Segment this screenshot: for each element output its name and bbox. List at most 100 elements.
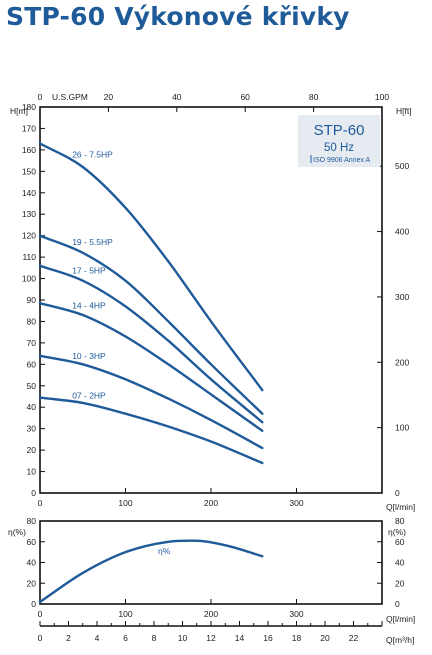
head-curve-plot: 0 10 20 30 40 50 60 70 80 90 100 110 120 130 140 150 160… [10,92,415,512]
m3h-tick-label: 22 [349,633,359,643]
y-tick-label: 90 [27,295,37,305]
curve-label: 26 - 7.5HP [72,149,113,159]
y-tick-label: 20 [27,445,37,455]
legend-model: STP-60 [314,122,365,139]
efficiency-curve: η% [38,539,264,604]
y-tick-label: 0 [31,488,36,498]
efficiency-axis-label: η(%) [8,527,26,537]
model-legend: STP-60 50 Hz ISO 9906 Annex A [298,115,380,167]
curve-14-4hp [38,302,264,432]
eff-tick-label-right: 80 [395,516,405,526]
y-tick-label: 40 [27,402,37,412]
efficiency-left-axis: 0 20 40 60 80 [27,516,45,609]
gpm-tick-label: 0 [38,92,43,102]
efficiency-line [38,539,264,604]
curve-10-3hp [38,354,264,450]
curve-label: 19 - 5.5HP [72,237,113,247]
ft-tick-label: 400 [395,227,409,237]
y-tick-label: 180 [22,102,36,112]
y-tick-label: 60 [27,359,37,369]
m3h-tick-label: 2 [66,633,71,643]
y-tick-label: 80 [27,316,37,326]
y-tick-label: 130 [22,209,36,219]
x-tick-label: 100 [118,498,132,508]
gpm-axis: 0 20 40 60 80 100 [38,92,389,112]
y-tick-label: 30 [27,424,37,434]
curve-17-5hp [38,264,264,424]
legend-frequency: 50 Hz [324,142,354,154]
x-tick-label: 300 [289,498,303,508]
gpm-tick-label: 40 [172,92,182,102]
eff-tick-label-right: 40 [395,558,405,568]
eff-x-tick-label: 200 [204,609,218,619]
eff-tick-label: 60 [27,537,37,547]
efficiency-flow-axis-label: Q[l/min] [386,614,415,624]
curve-07-2hp [38,396,264,465]
x-tick-label: 0 [38,498,43,508]
flow-m3h-axis-label: Q[m³/h] [386,635,414,645]
m3h-tick-label: 12 [206,633,216,643]
flow-lmin-axis: 0 100 200 300 [38,488,304,508]
ft-tick-label: 300 [395,292,409,302]
efficiency-plot: 0 20 40 60 80 0 20 40 60 80 0 100 200 300 η% η(%) η… [8,516,415,624]
eff-tick-label: 40 [27,558,37,568]
eff-tick-label: 0 [31,599,36,609]
gpm-tick-label: 100 [375,92,389,102]
efficiency-line-label: η% [158,546,171,556]
m3h-tick-label: 0 [38,633,43,643]
ft-tick-label: 0 [395,488,400,498]
efficiency-plot-frame [39,520,383,605]
m3h-tick-label: 16 [263,633,273,643]
curve-26-7-5hp [38,142,264,392]
y-tick-label: 50 [27,381,37,391]
ft-tick-label: 100 [395,423,409,433]
pump-curves: 26 - 7.5HP 19 - 5.5HP 17 - 5HP 14 - 4HP 10 -… [38,142,264,465]
y-tick-label: 100 [22,274,36,284]
m3h-tick-label: 20 [320,633,330,643]
m3h-tick-label: 6 [123,633,128,643]
eff-x-tick-label: 0 [38,609,43,619]
gpm-tick-label: 20 [104,92,114,102]
m3h-tick-label: 4 [95,633,100,643]
m3h-tick-label: 8 [152,633,157,643]
efficiency-flow-axis: 0 100 200 300 [38,599,304,619]
gpm-tick-label: 60 [240,92,250,102]
curve-label: 14 - 4HP [72,301,106,311]
eff-x-tick-label: 100 [118,609,132,619]
curve-label: 07 - 2HP [72,390,106,400]
eff-x-tick-label: 300 [289,609,303,619]
m3h-tick-label: 14 [235,633,245,643]
page-title: STP-60 Výkonové křivky [6,2,350,31]
gpm-axis-label: U.S.GPM [52,92,88,102]
y-tick-label: 120 [22,231,36,241]
eff-tick-label: 20 [27,578,37,588]
curve-19-5-5hp [38,234,264,415]
y-tick-label: 10 [27,467,37,477]
eff-tick-label-right: 60 [395,537,405,547]
head-ft-axis-label: H[ft] [396,106,412,116]
y-tick-label: 160 [22,145,36,155]
curve-label: 10 - 3HP [72,351,106,361]
flow-lmin-axis-label: Q[l/min] [386,502,415,512]
m3h-tick-label: 18 [292,633,302,643]
ft-tick-label: 200 [395,357,409,367]
flow-m3h-axis: 0 2 4 6 8 10 12 14 16 18 20 22 Q[m³/h] [38,621,414,645]
curve-label: 17 - 5HP [72,265,106,275]
y-tick-label: 70 [27,338,37,348]
y-tick-label: 140 [22,188,36,198]
x-tick-label: 200 [204,498,218,508]
head-m-axis: 0 10 20 30 40 50 60 70 80 90 100 110 120 130 140 150 160… [22,102,45,498]
efficiency-right-axis: 0 20 40 60 80 [377,516,405,609]
y-tick-label: 110 [22,252,36,262]
y-tick-label: 170 [22,123,36,133]
ft-tick-label: 500 [395,161,409,171]
gpm-tick-label: 80 [309,92,319,102]
head-m-axis-label: H[m] [10,106,28,116]
efficiency-axis-label-right: η(%) [388,527,406,537]
y-tick-label: 150 [22,166,36,176]
eff-tick-label-right: 0 [395,599,400,609]
eff-tick-label: 80 [27,516,37,526]
eff-tick-label-right: 20 [395,578,405,588]
m3h-tick-label: 10 [178,633,188,643]
